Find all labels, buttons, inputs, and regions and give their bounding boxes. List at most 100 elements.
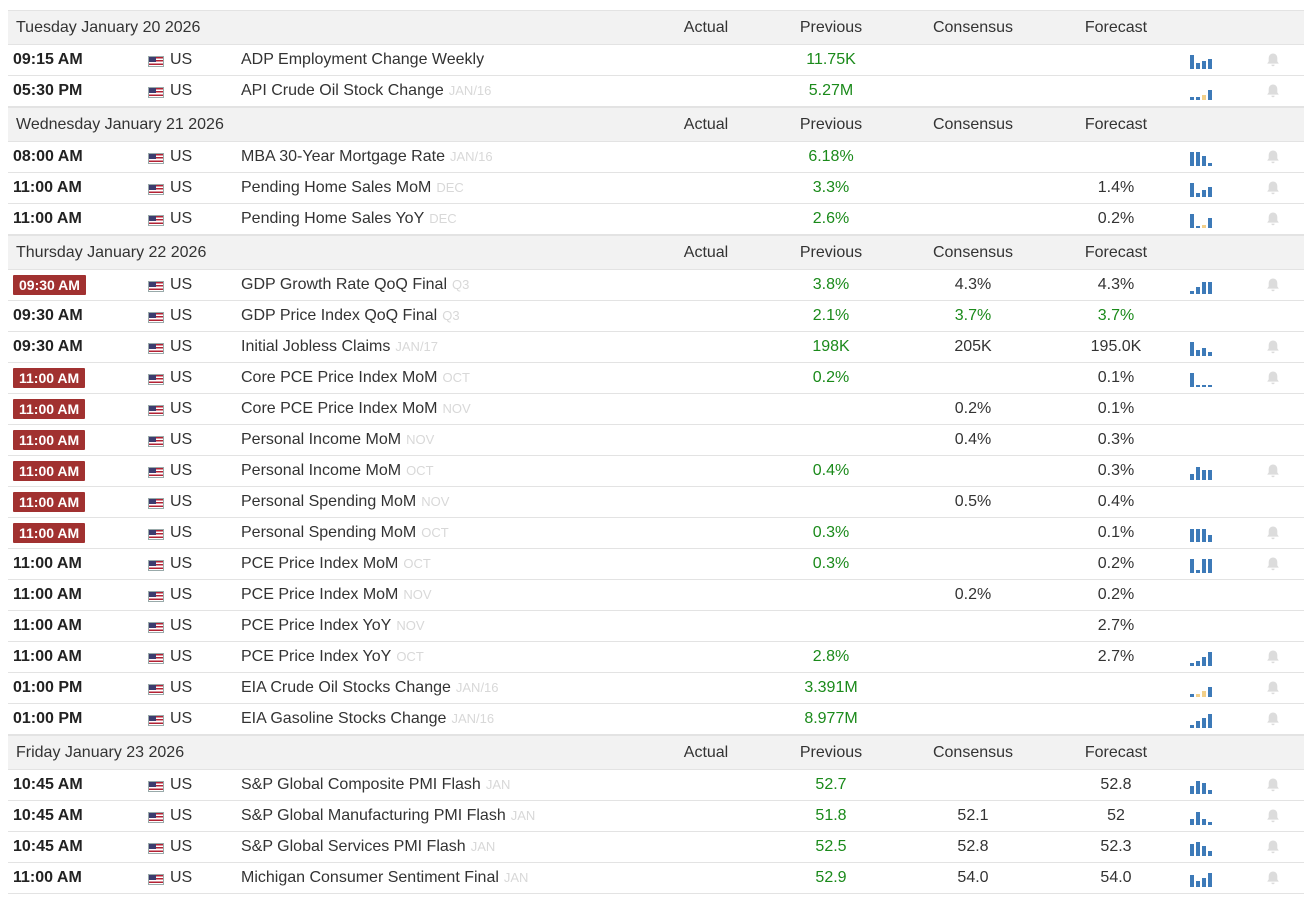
event-row[interactable]: 09:15 AM US ADP Employment Change Weekly 11… bbox=[8, 45, 1304, 76]
event-row[interactable]: 09:30 AM US GDP Price Index QoQ Final Q3 2.1… bbox=[8, 301, 1304, 332]
bar-chart-icon[interactable] bbox=[1190, 150, 1220, 166]
event-row[interactable]: 11:00 AM US Personal Spending MoM OCT 0.3% 0.… bbox=[8, 518, 1304, 549]
bar-chart-icon[interactable] bbox=[1190, 557, 1220, 573]
event-row[interactable]: 08:00 AM US MBA 30-Year Mortgage Rate JAN/1… bbox=[8, 142, 1304, 173]
previous-value: 51.8 bbox=[815, 807, 847, 824]
consensus-value: 0.2% bbox=[954, 586, 992, 603]
consensus-value: 54.0 bbox=[957, 869, 989, 886]
event-row[interactable]: 01:00 PM US EIA Crude Oil Stocks Change JAN… bbox=[8, 673, 1304, 704]
event-reference-period: NOV bbox=[403, 587, 432, 602]
consensus-value: 0.4% bbox=[954, 431, 992, 448]
event-name-link[interactable]: Core PCE Price Index MoM NOV bbox=[241, 394, 471, 424]
bell-icon[interactable] bbox=[1266, 211, 1280, 227]
event-name-link[interactable]: GDP Price Index QoQ Final Q3 bbox=[241, 301, 460, 331]
event-row[interactable]: 10:45 AM US S&P Global Services PMI Flash J… bbox=[8, 832, 1304, 863]
event-time-badge: 11:00 AM bbox=[13, 523, 86, 543]
event-name-link[interactable]: S&P Global Composite PMI Flash JAN bbox=[241, 770, 510, 800]
event-row[interactable]: 05:30 PM US API Crude Oil Stock Change JAN/… bbox=[8, 76, 1304, 107]
bar-chart-icon[interactable] bbox=[1190, 278, 1220, 294]
event-name: PCE Price Index MoM bbox=[241, 586, 399, 603]
event-name-link[interactable]: Initial Jobless Claims JAN/17 bbox=[241, 332, 438, 362]
event-reference-period: DEC bbox=[436, 180, 464, 195]
event-name-link[interactable]: Core PCE Price Index MoM OCT bbox=[241, 363, 470, 393]
bar-chart-icon[interactable] bbox=[1190, 526, 1220, 542]
event-name-link[interactable]: Personal Spending MoM NOV bbox=[241, 487, 449, 517]
event-row[interactable]: 11:00 AM US Pending Home Sales MoM DEC 3.3% 1… bbox=[8, 173, 1304, 204]
event-name-link[interactable]: EIA Gasoline Stocks Change JAN/16 bbox=[241, 704, 494, 734]
event-name-link[interactable]: S&P Global Services PMI Flash JAN bbox=[241, 832, 495, 862]
event-row[interactable]: 01:00 PM US EIA Gasoline Stocks Change JAN/… bbox=[8, 704, 1304, 735]
bar-chart-icon[interactable] bbox=[1190, 371, 1220, 387]
event-row[interactable]: 11:00 AM US PCE Price Index MoM OCT 0.3% 0.2% bbox=[8, 549, 1304, 580]
bell-icon[interactable] bbox=[1266, 180, 1280, 196]
event-name-link[interactable]: Personal Income MoM OCT bbox=[241, 456, 434, 486]
event-row[interactable]: 09:30 AM US GDP Growth Rate QoQ Final Q3 3.8… bbox=[8, 270, 1304, 301]
bell-icon[interactable] bbox=[1266, 52, 1280, 68]
event-row[interactable]: 10:45 AM US S&P Global Composite PMI Flash… bbox=[8, 770, 1304, 801]
bell-icon[interactable] bbox=[1266, 463, 1280, 479]
event-name-link[interactable]: Pending Home Sales YoY DEC bbox=[241, 204, 457, 234]
event-name-link[interactable]: ADP Employment Change Weekly bbox=[241, 45, 484, 75]
bell-icon[interactable] bbox=[1266, 277, 1280, 293]
bell-icon[interactable] bbox=[1266, 556, 1280, 572]
event-reference-period: Q3 bbox=[442, 308, 460, 323]
bar-chart-icon[interactable] bbox=[1190, 871, 1220, 887]
bell-icon[interactable] bbox=[1266, 777, 1280, 793]
bell-icon[interactable] bbox=[1266, 370, 1280, 386]
event-name-link[interactable]: MBA 30-Year Mortgage Rate JAN/16 bbox=[241, 142, 493, 172]
event-row[interactable]: 11:00 AM US Pending Home Sales YoY DEC 2.6% 0… bbox=[8, 204, 1304, 235]
bar-chart-icon[interactable] bbox=[1190, 181, 1220, 197]
event-row[interactable]: 11:00 AM US Core PCE Price Index MoM OCT 0.2… bbox=[8, 363, 1304, 394]
economic-calendar: Tuesday January 20 2026 Actual Previous Con… bbox=[8, 10, 1304, 894]
bell-icon[interactable] bbox=[1266, 525, 1280, 541]
event-row[interactable]: 10:45 AM US S&P Global Manufacturing PMI F… bbox=[8, 801, 1304, 832]
event-name-link[interactable]: PCE Price Index MoM NOV bbox=[241, 580, 432, 610]
event-name-link[interactable]: PCE Price Index MoM OCT bbox=[241, 549, 431, 579]
forecast-value: 195.0K bbox=[1090, 338, 1142, 355]
bell-icon[interactable] bbox=[1266, 839, 1280, 855]
bar-chart-icon[interactable] bbox=[1190, 650, 1220, 666]
bell-icon[interactable] bbox=[1266, 808, 1280, 824]
event-name-link[interactable]: Pending Home Sales MoM DEC bbox=[241, 173, 464, 203]
event-row[interactable]: 09:30 AM US Initial Jobless Claims JAN/17 19… bbox=[8, 332, 1304, 363]
event-name-link[interactable]: PCE Price Index YoY NOV bbox=[241, 611, 424, 641]
us-flag-icon bbox=[148, 560, 164, 571]
bar-chart-icon[interactable] bbox=[1190, 840, 1220, 856]
bell-icon[interactable] bbox=[1266, 83, 1280, 99]
bar-chart-icon[interactable] bbox=[1190, 681, 1220, 697]
event-row[interactable]: 11:00 AM US Michigan Consumer Sentiment Fi… bbox=[8, 863, 1304, 894]
bell-icon[interactable] bbox=[1266, 339, 1280, 355]
event-row[interactable]: 11:00 AM US PCE Price Index YoY OCT 2.8% 2.7% bbox=[8, 642, 1304, 673]
bar-chart-icon[interactable] bbox=[1190, 53, 1220, 69]
bell-icon[interactable] bbox=[1266, 149, 1280, 165]
event-row[interactable]: 11:00 AM US Personal Income MoM OCT 0.4% 0.3% bbox=[8, 456, 1304, 487]
event-name-link[interactable]: GDP Growth Rate QoQ Final Q3 bbox=[241, 270, 469, 300]
bell-icon[interactable] bbox=[1266, 649, 1280, 665]
event-row[interactable]: 11:00 AM US PCE Price Index MoM NOV 0.2% 0.2% bbox=[8, 580, 1304, 611]
event-name-link[interactable]: Personal Income MoM NOV bbox=[241, 425, 434, 455]
event-name-link[interactable]: Michigan Consumer Sentiment Final JAN bbox=[241, 863, 528, 893]
bar-chart-icon[interactable] bbox=[1190, 84, 1220, 100]
bell-icon[interactable] bbox=[1266, 711, 1280, 727]
day-header: Wednesday January 21 2026 Actual Previous C… bbox=[8, 107, 1304, 142]
bar-chart-icon[interactable] bbox=[1190, 778, 1220, 794]
event-row[interactable]: 11:00 AM US Personal Spending MoM NOV 0.5% 0.… bbox=[8, 487, 1304, 518]
event-reference-period: JAN/16 bbox=[449, 149, 493, 164]
event-name-link[interactable]: Personal Spending MoM OCT bbox=[241, 518, 449, 548]
event-name-link[interactable]: EIA Crude Oil Stocks Change JAN/16 bbox=[241, 673, 499, 703]
event-row[interactable]: 11:00 AM US Personal Income MoM NOV 0.4% 0.3% bbox=[8, 425, 1304, 456]
us-flag-icon bbox=[148, 874, 164, 885]
bell-icon[interactable] bbox=[1266, 680, 1280, 696]
bar-chart-icon[interactable] bbox=[1190, 809, 1220, 825]
event-row[interactable]: 11:00 AM US Core PCE Price Index MoM NOV 0.2… bbox=[8, 394, 1304, 425]
event-name-link[interactable]: API Crude Oil Stock Change JAN/16 bbox=[241, 76, 491, 106]
event-row[interactable]: 11:00 AM US PCE Price Index YoY NOV 2.7% bbox=[8, 611, 1304, 642]
bar-chart-icon[interactable] bbox=[1190, 464, 1220, 480]
bell-icon[interactable] bbox=[1266, 870, 1280, 886]
bar-chart-icon[interactable] bbox=[1190, 712, 1220, 728]
event-name-link[interactable]: S&P Global Manufacturing PMI Flash JAN bbox=[241, 801, 535, 831]
bar-chart-icon[interactable] bbox=[1190, 340, 1220, 356]
event-name-link[interactable]: PCE Price Index YoY OCT bbox=[241, 642, 424, 672]
bar-chart-icon[interactable] bbox=[1190, 212, 1220, 228]
spark-bar bbox=[1202, 470, 1206, 480]
